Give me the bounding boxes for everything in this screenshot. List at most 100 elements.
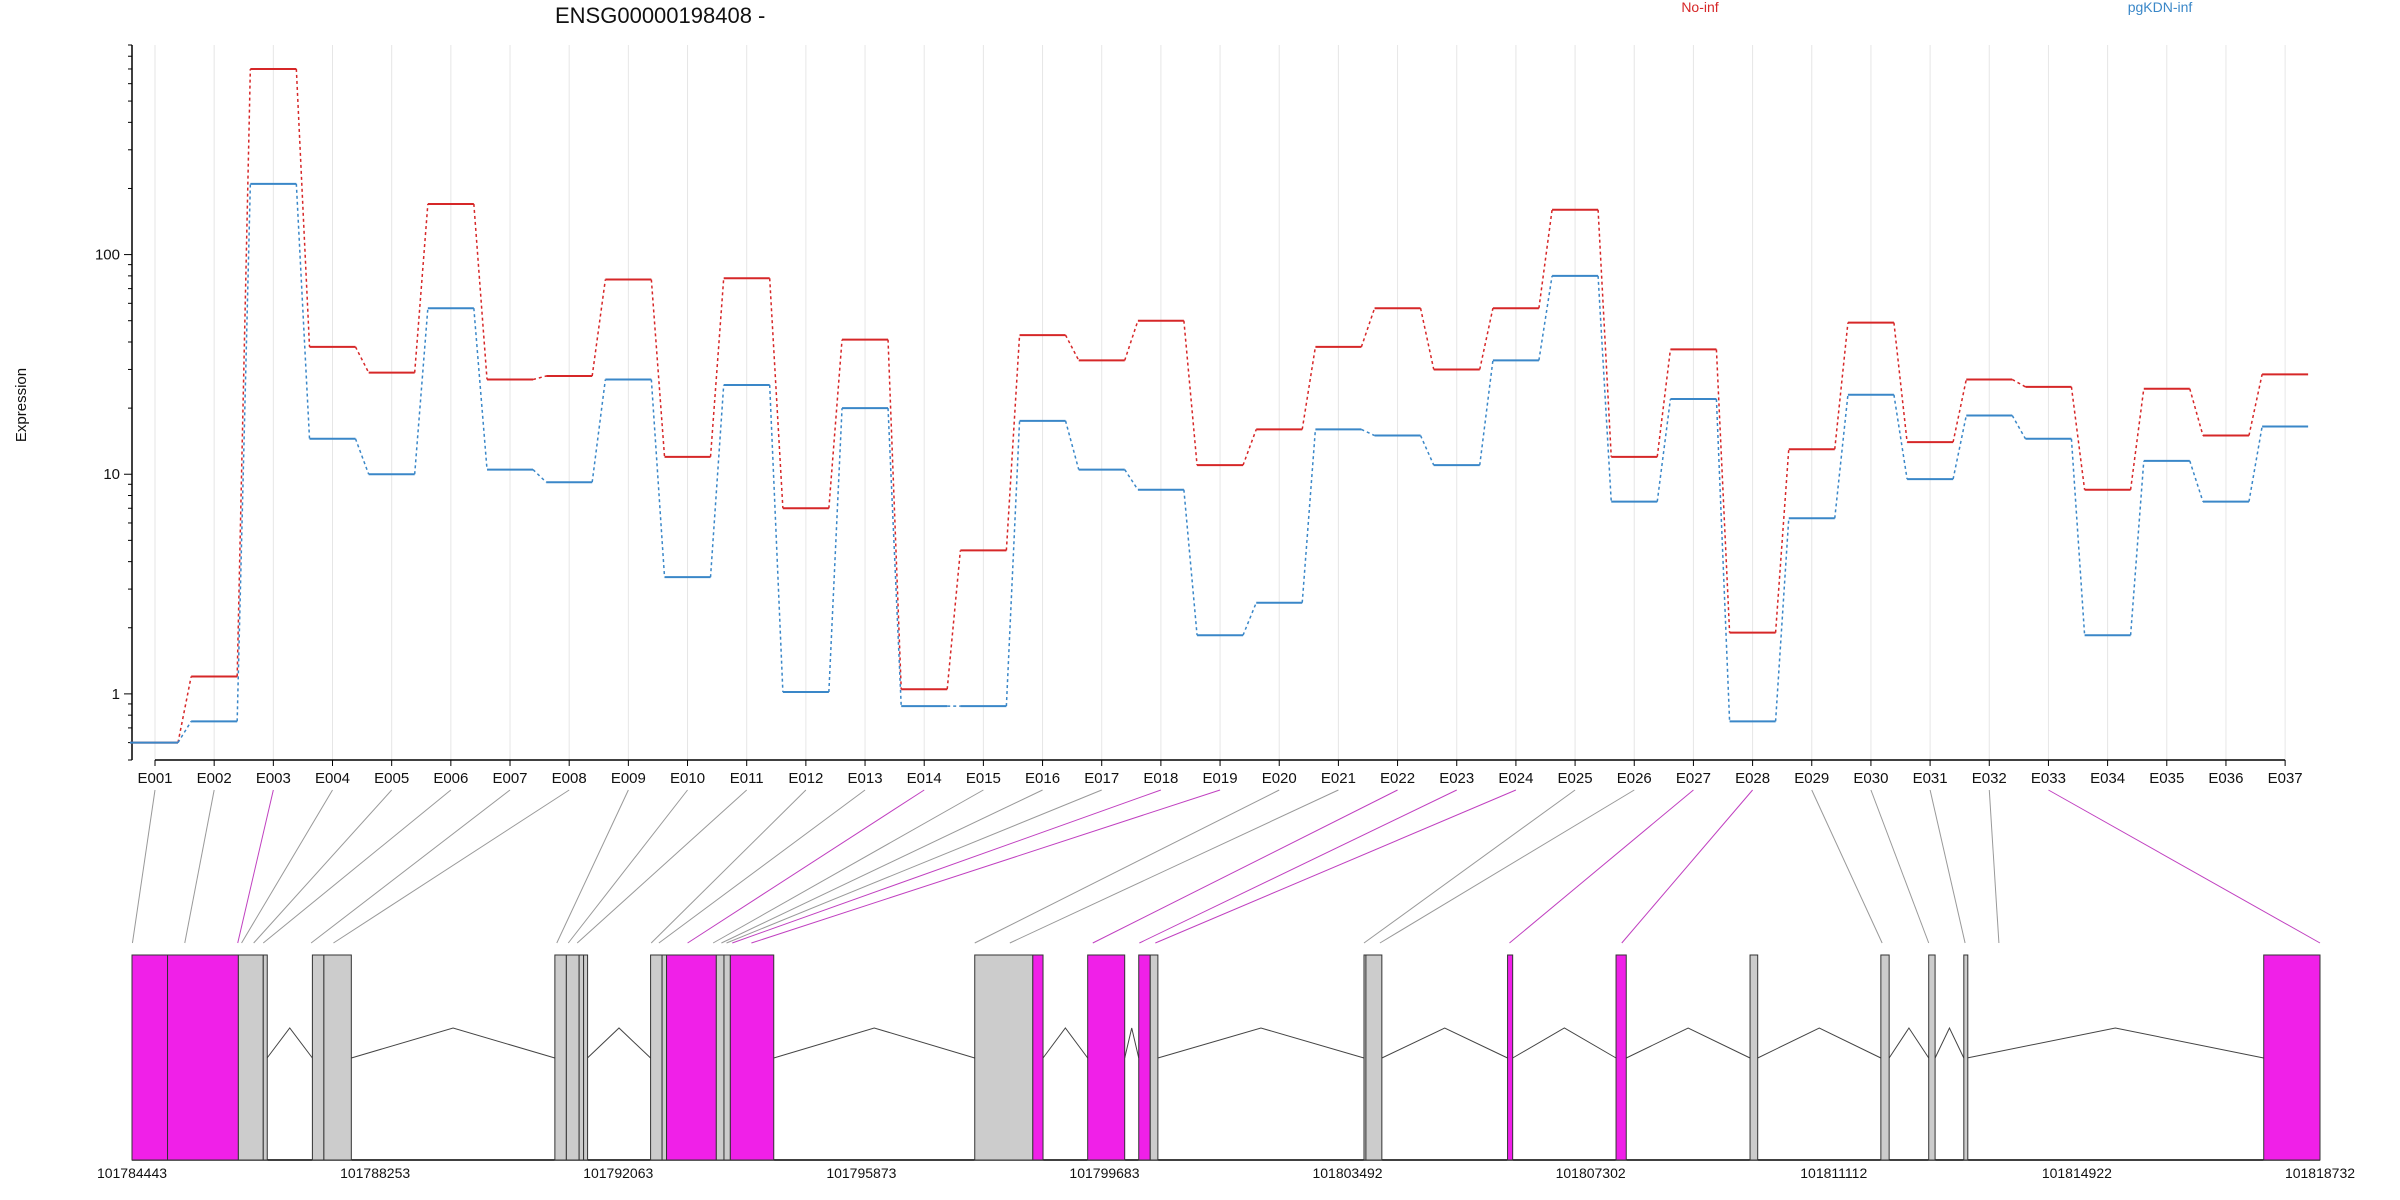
exon-E014 (715, 954, 725, 1161)
x-tick-label: E025 (1558, 770, 1593, 787)
expression-connector (1538, 209, 1553, 309)
expression-connector (591, 379, 607, 483)
coordinate-label: 101818732 (2285, 1165, 2355, 1181)
connector-line (1509, 789, 1694, 944)
exon-E023 (1365, 954, 1383, 1161)
axes: 1 10 100 E001 E002 E003 E004 E005 E006 E007 E008 E0… (95, 44, 2303, 787)
exon-E026 (1749, 954, 1759, 1161)
coordinate-label: 101814922 (2042, 1165, 2112, 1181)
exon-E028 (1928, 954, 1936, 1161)
intron (1124, 1027, 1140, 1059)
expression-connector (887, 339, 902, 690)
connector-line (658, 789, 866, 944)
connector-line (726, 789, 1102, 944)
connector-line (237, 789, 274, 944)
exon-E006 (323, 954, 352, 1161)
legend-pgkdn-inf: pgKDN-inf (2128, 0, 2193, 15)
expression-connector (2189, 388, 2204, 436)
coordinate-label: 101784443 (97, 1165, 167, 1181)
intron (1512, 1027, 1617, 1059)
x-tick-label: E033 (2031, 770, 2066, 787)
expression-connector (1064, 334, 1080, 361)
exon-E002 (167, 954, 239, 1161)
exon-E020 (1138, 954, 1151, 1161)
expression-connector (1005, 335, 1021, 551)
exon-E024 (1507, 954, 1514, 1161)
expression-connector (2129, 388, 2145, 490)
exon-E016 (729, 954, 775, 1161)
exon-E025 (1615, 954, 1627, 1161)
expression-connector (177, 676, 192, 743)
intron (1966, 1027, 2264, 1059)
intron (1381, 1027, 1508, 1059)
connector-line (712, 789, 984, 944)
expression-connector (1834, 322, 1849, 450)
series-no-inf (130, 67, 2309, 744)
exon-E019 (1087, 954, 1126, 1161)
expression-connector (1478, 360, 1494, 466)
connector-line (556, 789, 629, 944)
x-tick-label: E011 (730, 770, 764, 787)
x-tick-label: E027 (1676, 770, 1711, 787)
x-tick-label: E006 (433, 770, 468, 787)
exon-E018 (1032, 954, 1044, 1161)
x-tick-label: E036 (2208, 770, 2243, 787)
expression-connector (1774, 518, 1790, 722)
expression-connector (1301, 346, 1317, 430)
x-tick-label: E031 (1913, 770, 1948, 787)
expression-connector (413, 203, 429, 373)
expression-connector (1183, 489, 1198, 636)
exon-E017 (974, 954, 1034, 1161)
x-tick-label: E034 (2090, 770, 2125, 787)
x-tick-label: E003 (256, 770, 291, 787)
x-tick-label: E020 (1262, 770, 1297, 787)
exon-E009 (578, 954, 585, 1161)
expression-connector (2248, 426, 2263, 502)
exon-E008 (565, 954, 580, 1161)
connector-line (184, 789, 215, 944)
connector-line (1092, 789, 1398, 944)
connector-line (576, 789, 748, 944)
expression-connector (1952, 415, 1968, 480)
expression-connector (1361, 428, 1375, 437)
x-tick-label: E004 (315, 770, 350, 787)
x-tick-label: E026 (1617, 770, 1652, 787)
connector-line (1139, 789, 1457, 944)
expression-connector (709, 278, 725, 457)
series-lines (130, 67, 2309, 744)
expression-connector (768, 278, 784, 509)
expression-connector (768, 384, 784, 693)
exon-connectors (131, 789, 2321, 944)
exon-E013 (666, 954, 717, 1161)
expression-connector (828, 339, 843, 509)
expression-connector (650, 279, 666, 457)
intron (1934, 1026, 1965, 1059)
expression-connector (413, 308, 429, 475)
x-tick-label: E008 (552, 770, 587, 787)
legend-no-inf: No-inf (1681, 0, 1718, 15)
exon-E027 (1880, 954, 1890, 1161)
expression-connector (2011, 415, 2027, 440)
x-tick-label: E005 (374, 770, 409, 787)
exon-E001 (131, 954, 169, 1161)
x-tick-label: E024 (1498, 770, 1533, 787)
expression-connector (2248, 374, 2263, 436)
x-tick-label: E009 (611, 770, 646, 787)
exon-E007 (554, 954, 567, 1161)
series-pgkdn-inf (130, 182, 2309, 744)
expression-connector (650, 379, 666, 578)
expression-connector (1893, 322, 1908, 443)
connector-line (1379, 789, 1635, 944)
x-tick-label: E037 (2268, 770, 2303, 787)
intron (1888, 1027, 1930, 1059)
expression-connector (2070, 386, 2086, 490)
gene-model: 101784443 101788253 101792063 101795873 1017… (97, 954, 2355, 1181)
connector-line (650, 789, 807, 944)
x-tick-label: E023 (1439, 770, 1474, 787)
expression-connector (1124, 469, 1139, 491)
expression-connector (2070, 438, 2086, 636)
y-axis-label: Expression (13, 368, 30, 442)
exon-E010 (583, 954, 589, 1161)
x-tick-label: E022 (1380, 770, 1415, 787)
vertical-grid (154, 45, 2286, 760)
